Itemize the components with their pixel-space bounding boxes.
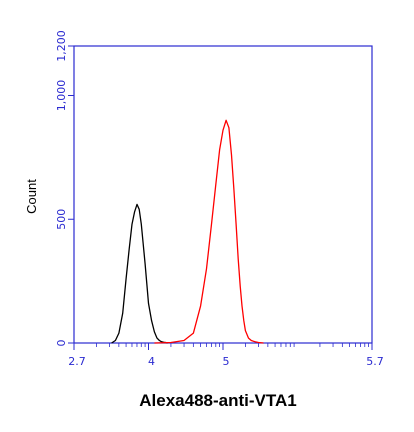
series-line-1 [111,203,168,344]
x-tick-label: 5 [223,355,230,368]
x-tick-label: 2.7 [68,355,86,368]
x-tick-label: 4 [148,355,155,368]
x-axis-label: Alexa488-anti-VTA1 [139,391,296,410]
y-axis-label: Count [24,179,39,214]
y-tick-label: 1,200 [55,30,68,62]
y-tick-label: 0 [55,340,68,347]
y-tick-label: 500 [55,209,68,230]
x-tick-label: 5.7 [366,355,384,368]
y-tick-label: 1,000 [55,80,68,112]
series-line-2 [154,119,264,344]
plot-frame [73,45,373,344]
